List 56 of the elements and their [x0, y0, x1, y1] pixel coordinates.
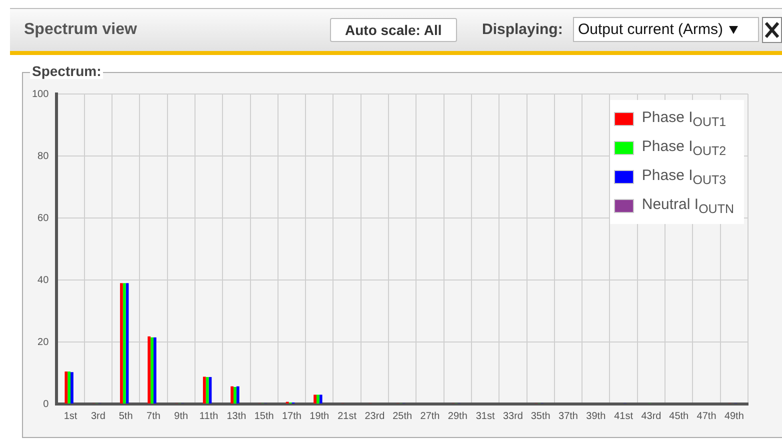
legend-label: Neutral I$_{OUTN}$	[642, 196, 734, 216]
legend-label: Phase I$_{OUT2}$	[642, 138, 726, 158]
bar	[314, 394, 316, 404]
bar	[230, 386, 234, 404]
x-tick-label: 43rd	[641, 410, 662, 422]
x-tick-label: 29th	[448, 410, 468, 422]
y-tick-label: 20	[38, 336, 50, 348]
bar	[206, 377, 209, 404]
x-tick-label: 1st	[64, 410, 78, 422]
text: Output current (Arms)	[573, 17, 759, 42]
bar	[319, 394, 322, 404]
x-tick-label: 41st	[614, 410, 634, 422]
x-tick-label: 19th	[310, 410, 330, 422]
x-tick-label: 13th	[226, 410, 246, 422]
bar	[64, 371, 68, 404]
bar	[234, 386, 236, 404]
chart-subtitle: Spectrum:	[30, 63, 104, 79]
x-tick-label: 33rd	[502, 410, 523, 422]
bar	[122, 283, 126, 404]
x-tick-label: 25th	[392, 410, 412, 422]
bar	[150, 337, 154, 404]
x-tick-label: 49th	[724, 410, 744, 422]
x-tick-label: 7th	[146, 410, 160, 422]
x-tick-label: 27th	[420, 410, 440, 422]
x-tick-label: 21st	[338, 410, 357, 422]
bar	[153, 337, 156, 404]
x-tick-label: 17th	[282, 410, 302, 422]
text: Displaying:	[482, 21, 563, 38]
x-tick-label: 31st	[476, 410, 495, 422]
bar	[236, 386, 240, 404]
y-tick-label: 0	[43, 398, 50, 410]
bar	[70, 372, 74, 404]
bar	[68, 371, 71, 404]
x-tick-label: 11th	[199, 410, 218, 422]
x-tick-label: 5th	[118, 410, 133, 422]
legend-label: Phase I$_{OUT1}$	[642, 108, 726, 128]
y-tick-label: 100	[32, 88, 50, 100]
bar	[120, 283, 123, 404]
bar	[148, 336, 151, 404]
x-tick-label: 37th	[558, 410, 578, 422]
x-tick-label: 9th	[174, 410, 188, 422]
x-tick-label: 39th	[586, 410, 606, 422]
bar	[316, 394, 320, 404]
x-tick-label: 35th	[530, 410, 550, 422]
bar	[202, 376, 206, 404]
legend-label: Phase I$_{OUT3}$	[642, 166, 726, 186]
x-tick-label: 45th	[669, 410, 689, 422]
x-tick-label: 15th	[254, 410, 274, 422]
x-tick-label: 3rd	[90, 410, 106, 422]
y-tick-label: 80	[38, 150, 50, 162]
y-tick-label: 60	[38, 212, 50, 224]
y-tick-label: 40	[38, 274, 50, 286]
x-tick-label: 23rd	[364, 410, 385, 422]
text: Auto scale: All	[330, 18, 457, 42]
x-tick-label: 47th	[696, 410, 716, 422]
chart-title: Spectrum view	[24, 21, 137, 39]
